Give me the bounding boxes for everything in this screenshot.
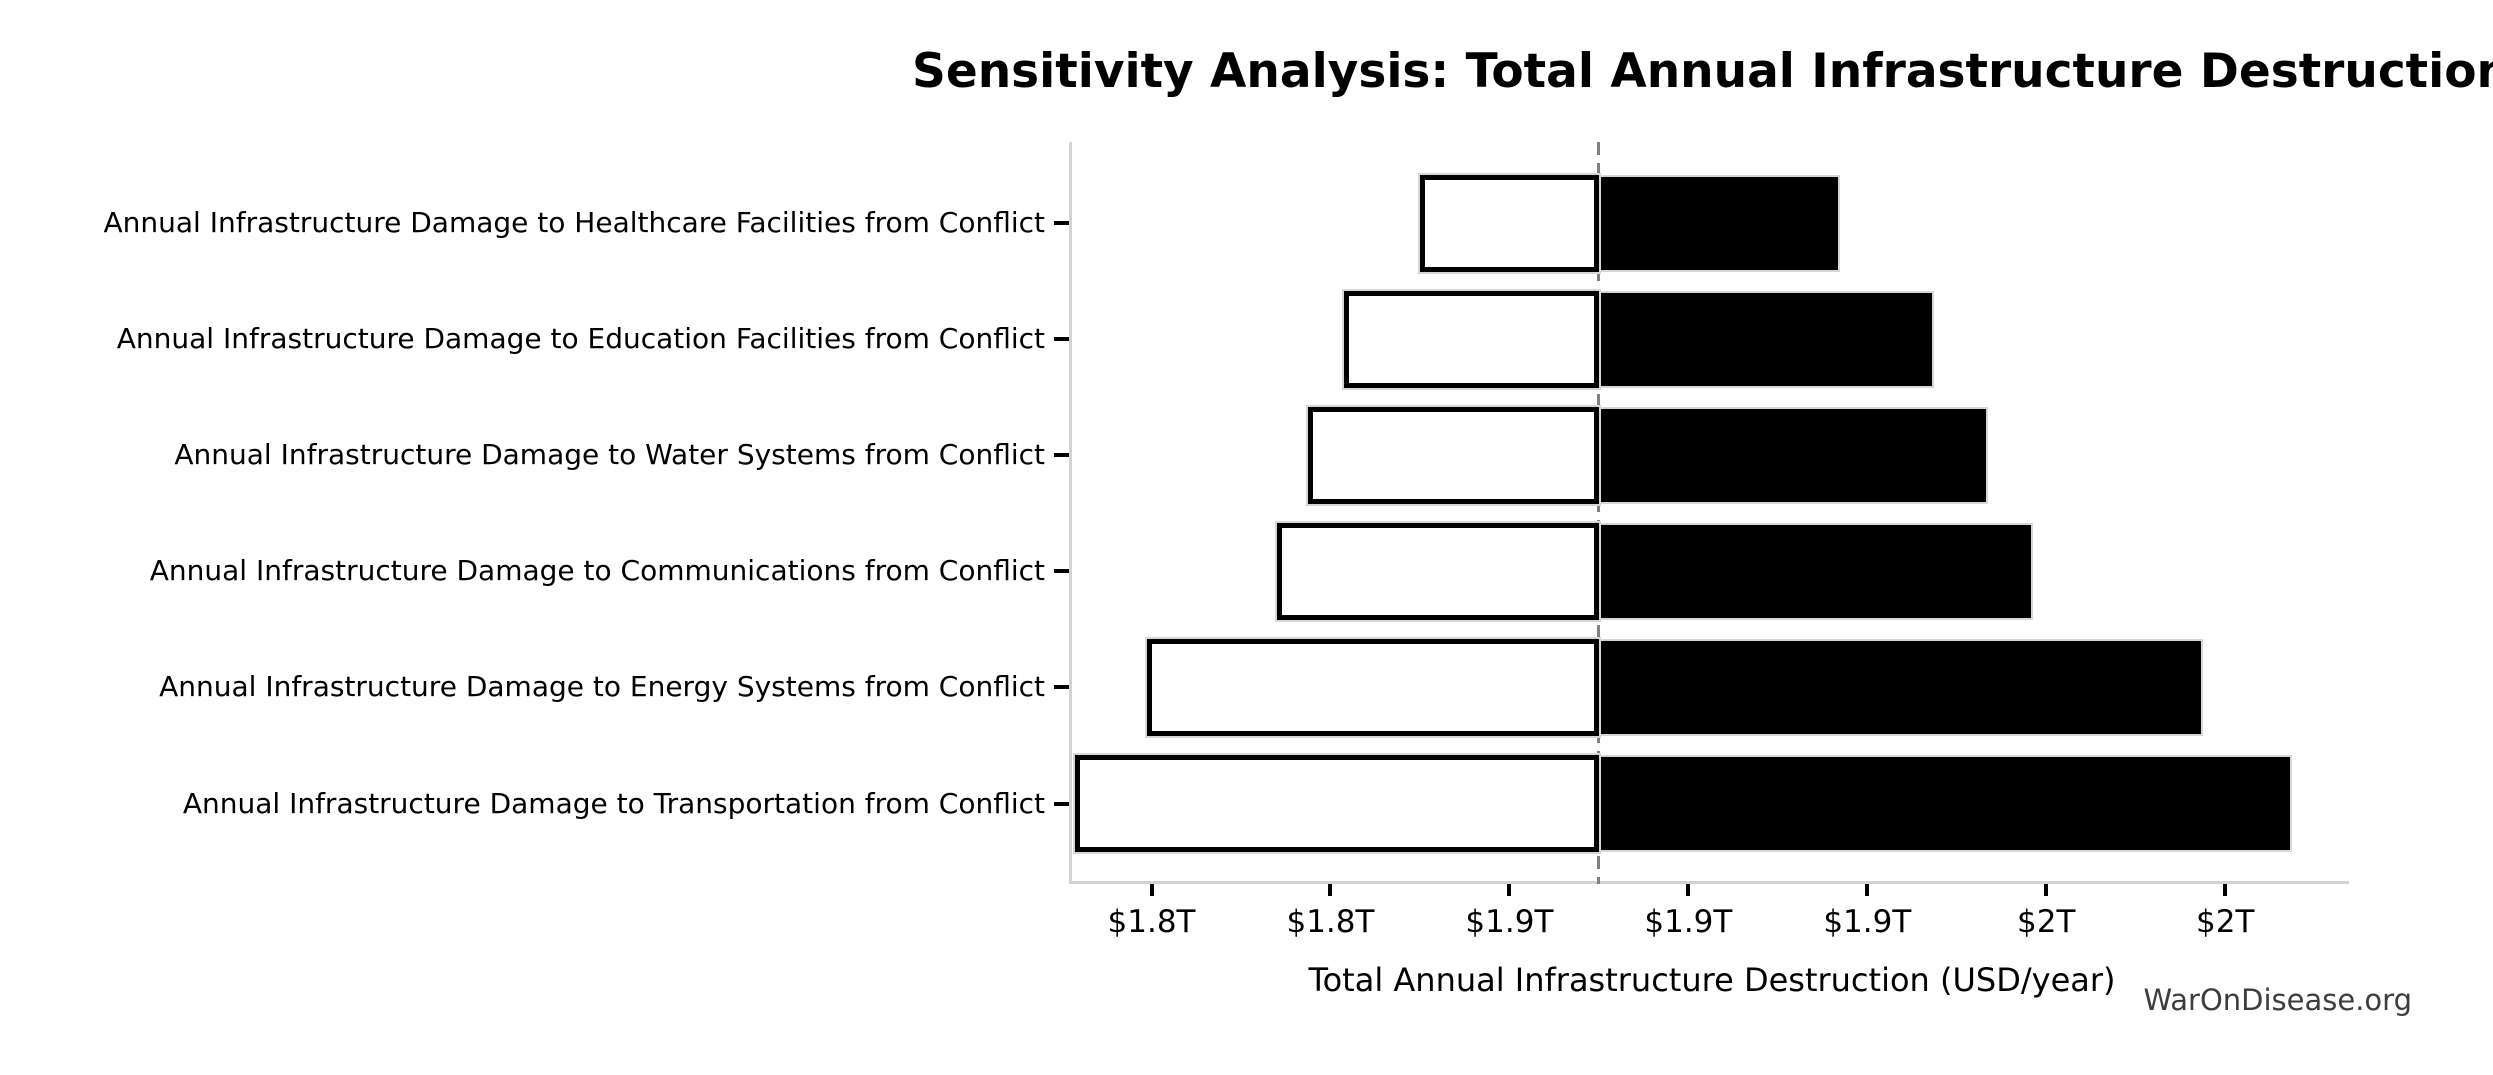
- x-tick-label: $2T: [2196, 904, 2255, 940]
- bar-high: [1598, 290, 1935, 388]
- x-tick-label: $2T: [2017, 904, 2076, 940]
- category-label: Annual Infrastructure Damage to Healthca…: [103, 206, 1046, 239]
- x-tick-mark: [1865, 884, 1870, 896]
- y-tick-mark: [1054, 569, 1069, 574]
- category-label: Annual Infrastructure Damage to Communic…: [149, 554, 1045, 588]
- watermark-text: WarOnDisease.org: [2143, 983, 2412, 1017]
- y-tick-mark: [1054, 685, 1069, 690]
- x-tick-label: $1.8T: [1286, 904, 1375, 940]
- y-tick-mark: [1054, 453, 1069, 458]
- x-tick-label: $1.9T: [1644, 904, 1733, 940]
- x-axis-label: Total Annual Infrastructure Destruction …: [1308, 961, 2116, 999]
- bar-high: [1598, 406, 1989, 504]
- bar-high: [1598, 755, 2293, 852]
- x-tick-mark: [2223, 884, 2228, 896]
- y-axis-spine: [1069, 142, 1072, 884]
- chart-title: Sensitivity Analysis: Total Annual Infra…: [911, 44, 2493, 99]
- x-tick-mark: [1686, 884, 1691, 896]
- y-tick-mark: [1054, 801, 1069, 806]
- category-label: Annual Infrastructure Damage to Water Sy…: [174, 438, 1045, 472]
- baseline-dashed-line: [1597, 142, 1601, 884]
- y-tick-mark: [1054, 337, 1069, 342]
- bar-low: [1341, 288, 1601, 390]
- bar-high: [1598, 174, 1841, 272]
- bar-low: [1306, 404, 1601, 506]
- x-tick-mark: [2044, 884, 2049, 896]
- x-tick-label: $1.9T: [1465, 904, 1554, 940]
- x-tick-label: $1.8T: [1107, 904, 1196, 940]
- bar-low: [1417, 172, 1601, 274]
- x-tick-label: $1.9T: [1823, 904, 1912, 940]
- x-tick-mark: [1328, 884, 1333, 896]
- bar-low: [1073, 753, 1601, 854]
- bar-high: [1598, 638, 2203, 736]
- x-axis-spine: [1069, 881, 2349, 884]
- category-label: Annual Infrastructure Damage to Energy S…: [159, 670, 1045, 704]
- x-tick-mark: [1507, 884, 1512, 896]
- bar-high: [1598, 522, 2033, 620]
- y-tick-mark: [1054, 221, 1069, 225]
- bar-low: [1274, 520, 1601, 622]
- category-label: Annual Infrastructure Damage to Educatio…: [116, 322, 1045, 356]
- bar-low: [1145, 636, 1601, 738]
- x-tick-mark: [1149, 884, 1154, 896]
- category-label: Annual Infrastructure Damage to Transpor…: [182, 786, 1045, 820]
